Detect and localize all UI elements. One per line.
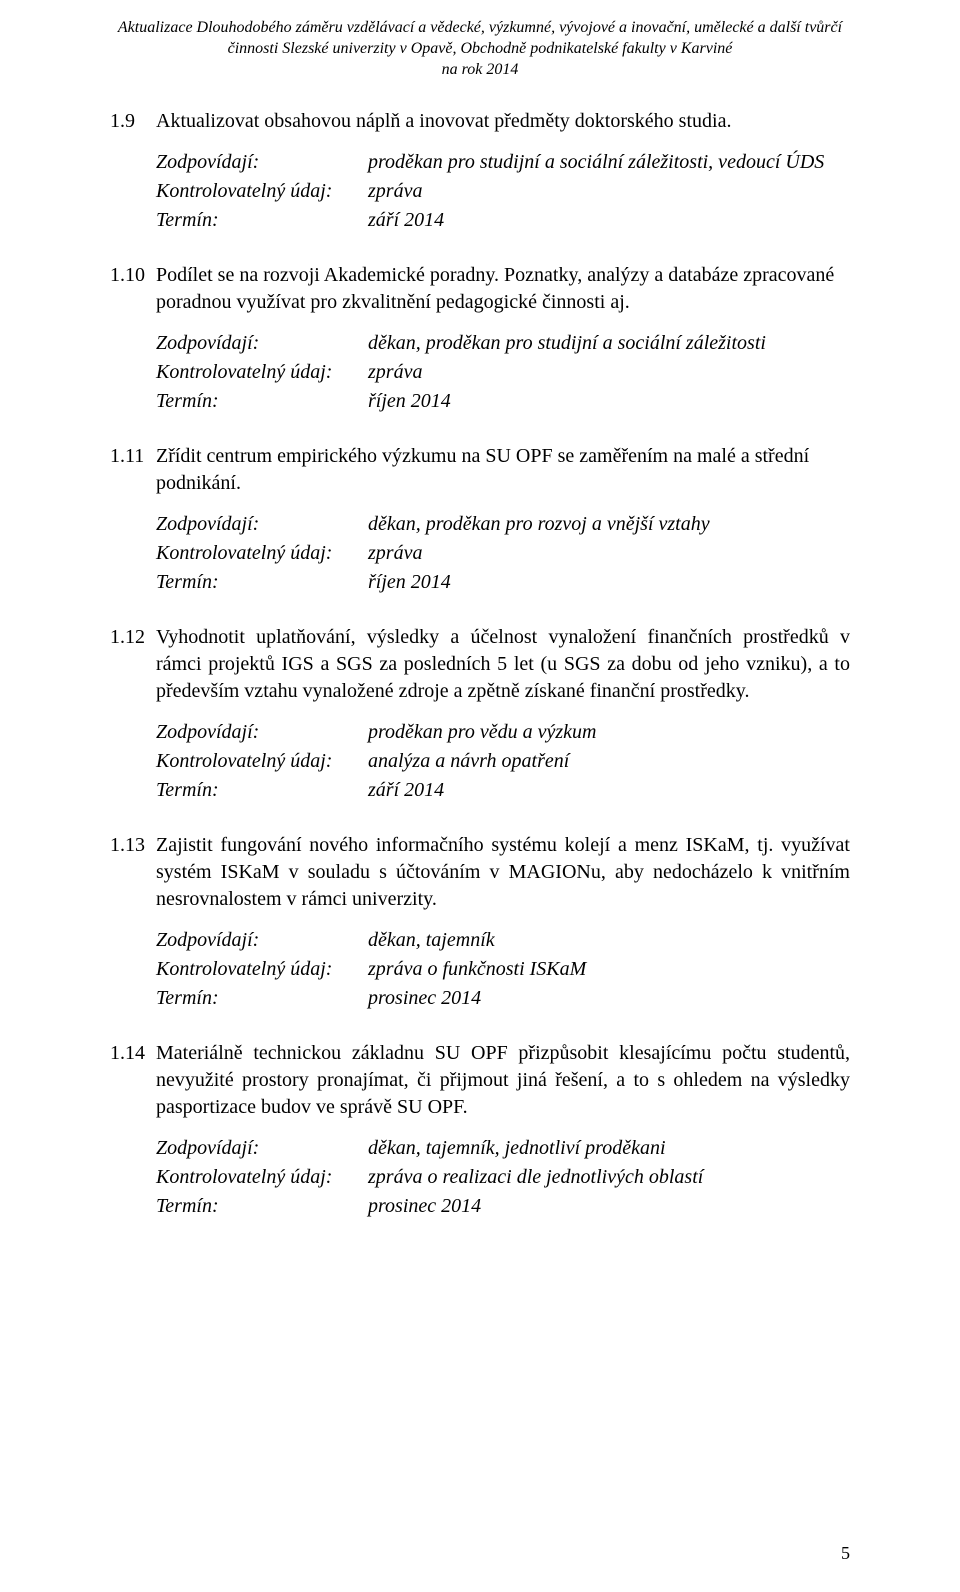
meta-row: Kontrolovatelný údaj:zpráva: [156, 540, 850, 567]
section-text: Zajistit fungování nového informačního s…: [156, 832, 850, 913]
section-title: 1.10Podílet se na rozvoji Akademické por…: [110, 262, 850, 316]
page-number: 5: [841, 1543, 850, 1564]
meta-row: Kontrolovatelný údaj:zpráva o realizaci …: [156, 1164, 850, 1191]
termin-label: Termín:: [156, 777, 368, 804]
meta-row: Termín:září 2014: [156, 777, 850, 804]
termin-value: prosinec 2014: [368, 985, 850, 1012]
termin-value: září 2014: [368, 777, 850, 804]
header-line-2: činnosti Slezské univerzity v Opavě, Obc…: [110, 39, 850, 60]
kontrolovatelny-value: zpráva: [368, 540, 850, 567]
kontrolovatelny-label: Kontrolovatelný údaj:: [156, 178, 368, 205]
kontrolovatelny-value: zpráva: [368, 178, 850, 205]
kontrolovatelny-value: analýza a návrh opatření: [368, 748, 850, 775]
section-number: 1.13: [110, 832, 156, 859]
termin-label: Termín:: [156, 388, 368, 415]
meta-row: Termín:říjen 2014: [156, 388, 850, 415]
kontrolovatelny-value: zpráva: [368, 359, 850, 386]
meta-row: Termín:prosinec 2014: [156, 1193, 850, 1220]
section: 1.9Aktualizovat obsahovou náplň a inovov…: [110, 108, 850, 234]
section-text: Aktualizovat obsahovou náplň a inovovat …: [156, 108, 850, 135]
section: 1.13Zajistit fungování nového informační…: [110, 832, 850, 1012]
meta-row: Termín:září 2014: [156, 207, 850, 234]
section-meta: Zodpovídají:děkan, proděkan pro studijní…: [156, 330, 850, 415]
section-number: 1.14: [110, 1040, 156, 1067]
meta-row: Kontrolovatelný údaj:zpráva: [156, 359, 850, 386]
section-number: 1.10: [110, 262, 156, 289]
section-title: 1.11Zřídit centrum empirického výzkumu n…: [110, 443, 850, 497]
section-text: Podílet se na rozvoji Akademické poradny…: [156, 262, 850, 316]
section-title: 1.14Materiálně technickou základnu SU OP…: [110, 1040, 850, 1121]
section-number: 1.9: [110, 108, 156, 135]
meta-row: Zodpovídají:děkan, tajemník: [156, 927, 850, 954]
meta-row: Kontrolovatelný údaj:zpráva: [156, 178, 850, 205]
section: 1.14Materiálně technickou základnu SU OP…: [110, 1040, 850, 1220]
section: 1.11Zřídit centrum empirického výzkumu n…: [110, 443, 850, 596]
termin-value: září 2014: [368, 207, 850, 234]
termin-value: prosinec 2014: [368, 1193, 850, 1220]
meta-row: Zodpovídají:děkan, proděkan pro rozvoj a…: [156, 511, 850, 538]
meta-row: Zodpovídají:děkan, proděkan pro studijní…: [156, 330, 850, 357]
meta-row: Zodpovídají:proděkan pro studijní a soci…: [156, 149, 850, 176]
sections-container: 1.9Aktualizovat obsahovou náplň a inovov…: [110, 108, 850, 1220]
section: 1.10Podílet se na rozvoji Akademické por…: [110, 262, 850, 415]
section-text: Materiálně technickou základnu SU OPF př…: [156, 1040, 850, 1121]
document-header: Aktualizace Dlouhodobého záměru vzděláva…: [110, 18, 850, 80]
zodpovidaji-value: děkan, tajemník: [368, 927, 850, 954]
zodpovidaji-value: děkan, tajemník, jednotliví proděkani: [368, 1135, 850, 1162]
section-text: Vyhodnotit uplatňování, výsledky a účeln…: [156, 624, 850, 705]
termin-value: říjen 2014: [368, 569, 850, 596]
zodpovidaji-value: proděkan pro vědu a výzkum: [368, 719, 850, 746]
meta-row: Termín:říjen 2014: [156, 569, 850, 596]
termin-label: Termín:: [156, 569, 368, 596]
zodpovidaji-value: děkan, proděkan pro rozvoj a vnější vzta…: [368, 511, 850, 538]
zodpovidaji-value: děkan, proděkan pro studijní a sociální …: [368, 330, 850, 357]
kontrolovatelny-label: Kontrolovatelný údaj:: [156, 956, 368, 983]
kontrolovatelny-label: Kontrolovatelný údaj:: [156, 1164, 368, 1191]
meta-row: Zodpovídají:proděkan pro vědu a výzkum: [156, 719, 850, 746]
kontrolovatelny-label: Kontrolovatelný údaj:: [156, 748, 368, 775]
meta-row: Kontrolovatelný údaj:zpráva o funkčnosti…: [156, 956, 850, 983]
section-title: 1.12Vyhodnotit uplatňování, výsledky a ú…: [110, 624, 850, 705]
meta-row: Termín:prosinec 2014: [156, 985, 850, 1012]
kontrolovatelny-value: zpráva o funkčnosti ISKaM: [368, 956, 850, 983]
section-meta: Zodpovídají:děkan, tajemník, jednotliví …: [156, 1135, 850, 1220]
section-number: 1.12: [110, 624, 156, 651]
kontrolovatelny-label: Kontrolovatelný údaj:: [156, 540, 368, 567]
header-line-1: Aktualizace Dlouhodobého záměru vzděláva…: [110, 18, 850, 39]
section-meta: Zodpovídají:děkan, proděkan pro rozvoj a…: [156, 511, 850, 596]
termin-label: Termín:: [156, 207, 368, 234]
section-meta: Zodpovídají:proděkan pro vědu a výzkumKo…: [156, 719, 850, 804]
termin-label: Termín:: [156, 985, 368, 1012]
termin-value: říjen 2014: [368, 388, 850, 415]
meta-row: Kontrolovatelný údaj:analýza a návrh opa…: [156, 748, 850, 775]
termin-label: Termín:: [156, 1193, 368, 1220]
section-number: 1.11: [110, 443, 156, 470]
kontrolovatelny-label: Kontrolovatelný údaj:: [156, 359, 368, 386]
zodpovidaji-label: Zodpovídají:: [156, 511, 368, 538]
zodpovidaji-label: Zodpovídají:: [156, 1135, 368, 1162]
zodpovidaji-label: Zodpovídají:: [156, 149, 368, 176]
section-title: 1.9Aktualizovat obsahovou náplň a inovov…: [110, 108, 850, 135]
zodpovidaji-label: Zodpovídají:: [156, 927, 368, 954]
header-line-3: na rok 2014: [110, 60, 850, 81]
zodpovidaji-label: Zodpovídají:: [156, 719, 368, 746]
zodpovidaji-label: Zodpovídají:: [156, 330, 368, 357]
section-text: Zřídit centrum empirického výzkumu na SU…: [156, 443, 850, 497]
kontrolovatelny-value: zpráva o realizaci dle jednotlivých obla…: [368, 1164, 850, 1191]
zodpovidaji-value: proděkan pro studijní a sociální záležit…: [368, 149, 850, 176]
section: 1.12Vyhodnotit uplatňování, výsledky a ú…: [110, 624, 850, 804]
document-page: Aktualizace Dlouhodobého záměru vzděláva…: [0, 0, 960, 1592]
meta-row: Zodpovídají:děkan, tajemník, jednotliví …: [156, 1135, 850, 1162]
section-title: 1.13Zajistit fungování nového informační…: [110, 832, 850, 913]
section-meta: Zodpovídají:proděkan pro studijní a soci…: [156, 149, 850, 234]
section-meta: Zodpovídají:děkan, tajemníkKontrolovatel…: [156, 927, 850, 1012]
